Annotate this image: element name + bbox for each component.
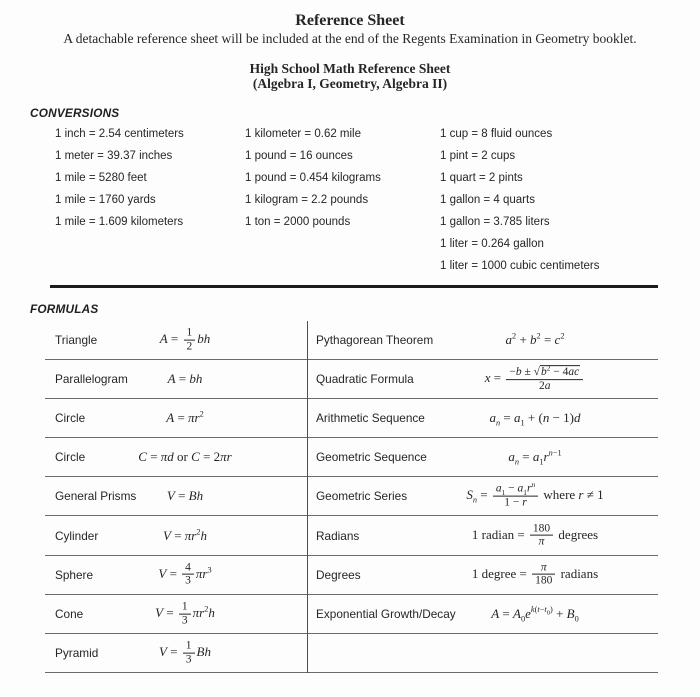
formula-expression: a2 + b2 = c2 (505, 331, 565, 348)
formula-row-right-8: Exponential Growth/Decay A = A0ek(t−t0) +… (308, 595, 658, 634)
formula-expression: A = 1 2 bh (159, 326, 211, 353)
formula-expression: V = 1 3 Bh (159, 639, 211, 666)
formula-expression: C = πd or C = 2πr (138, 449, 232, 465)
formula-expression: an = a1rn−1 (508, 449, 562, 467)
conversion-item: 1 kilometer = 0.62 mile (245, 128, 362, 140)
conversions-column-weight: 1 kilometer = 0.62 mile 1 pound = 16 ounc… (245, 123, 381, 233)
formula-label: Degrees (316, 567, 361, 582)
formula-expression: V = 1 3 πr2h (155, 600, 215, 627)
formula-table: Triangle A = 1 2 bh Parallelogram A = bh Circl… (45, 321, 658, 673)
conversion-item: 1 mile = 5280 feet (55, 172, 147, 184)
conversion-item: 1 mile = 1.609 kilometers (55, 216, 184, 228)
conversion-item: 1 liter = 1000 cubic centimeters (440, 260, 600, 272)
formula-label: Radians (316, 528, 360, 543)
formula-row-right-5: Geometric Series Sn = a1 − a1rn 1 − r wher… (308, 477, 658, 517)
formula-expression: 1 radian = 180 π degrees (471, 522, 599, 549)
formula-label: Triangle (55, 333, 98, 348)
formula-expression: A = πr2 (166, 409, 204, 426)
formula-label: Quadratic Formula (316, 372, 414, 387)
formula-row-right-3: Arithmetic Sequence an = a1 + (n − 1)d (308, 399, 658, 439)
formula-row-left-6: Cylinder V = πr2h (45, 516, 307, 556)
formula-expression: x = −b ± √b2 − 4ac 2a (430, 364, 640, 393)
formulas-heading: FORMULAS (30, 302, 99, 316)
formula-expression: 1 degree = π 180 radians (471, 561, 599, 588)
formula-row-right-4: Geometric Sequence an = a1rn−1 (308, 438, 658, 478)
formula-table-right-column: Pythagorean Theorem a2 + b2 = c2 Quadratic… (307, 321, 658, 673)
section-divider-rule (50, 285, 658, 288)
formula-label: General Prisms (55, 489, 137, 504)
conversions-column-length: 1 inch = 2.54 centimeters 1 meter = 39.37… (55, 123, 184, 233)
formula-label: Parallelogram (55, 372, 128, 387)
formula-table-left-column: Triangle A = 1 2 bh Parallelogram A = bh Circl… (45, 321, 307, 673)
conversion-item: 1 gallon = 4 quarts (440, 194, 535, 206)
formula-row-right-9 (308, 634, 658, 673)
conversions-column-volume: 1 cup = 8 fluid ounces 1 pint = 2 cups 1 q… (440, 123, 599, 277)
formula-row-left-5: General Prisms V = Bh (45, 477, 307, 517)
formula-expression: V = πr2h (162, 527, 208, 543)
formula-label: Geometric Series (316, 489, 408, 504)
formula-label: Arithmetic Sequence (316, 411, 425, 426)
formula-row-left-9: Pyramid V = 1 3 Bh (45, 634, 307, 673)
formula-label: Pyramid (55, 645, 99, 660)
formula-label: Exponential Growth/Decay (316, 606, 456, 621)
formula-row-left-1: Triangle A = 1 2 bh (45, 321, 307, 361)
formula-row-left-4: Circle C = πd or C = 2πr (45, 438, 307, 478)
sheet-title-line2: (Algebra I, Geometry, Algebra II) (252, 76, 448, 91)
document-title: Reference Sheet (295, 12, 405, 29)
conversion-item: 1 pound = 16 ounces (245, 150, 353, 162)
formula-label: Cone (55, 606, 84, 621)
formula-row-left-2: Parallelogram A = bh (45, 360, 307, 400)
formula-label: Pythagorean Theorem (316, 333, 434, 348)
formula-row-right-7: Degrees 1 degree = π 180 radians (308, 556, 658, 595)
formula-row-left-3: Circle A = πr2 (45, 399, 307, 439)
formula-row-right-1: Pythagorean Theorem a2 + b2 = c2 (308, 321, 658, 361)
formula-row-right-6: Radians 1 radian = 180 π degrees (308, 516, 658, 556)
formula-expression: V = Bh (166, 488, 204, 504)
document-subtitle: A detachable reference sheet will be inc… (63, 31, 637, 46)
formula-row-left-8: Cone V = 1 3 πr2h (45, 595, 307, 634)
conversion-item: 1 ton = 2000 pounds (245, 216, 351, 228)
formula-expression: an = a1 + (n − 1)d (489, 410, 581, 428)
conversion-item: 1 liter = 0.264 gallon (440, 238, 544, 250)
conversion-item: 1 pound = 0.454 kilograms (245, 172, 381, 184)
conversion-item: 1 gallon = 3.785 liters (440, 216, 550, 228)
formula-row-right-2: Quadratic Formula x = −b ± √b2 − 4ac 2a (308, 360, 658, 400)
formula-label: Geometric Sequence (316, 450, 427, 465)
conversions-heading: CONVERSIONS (30, 106, 120, 120)
formula-expression: A = A0ek(t−t0) + B0 (491, 605, 579, 624)
formula-label: Cylinder (55, 528, 99, 543)
formula-label: Circle (55, 450, 86, 465)
conversion-item: 1 meter = 39.37 inches (55, 150, 173, 162)
sheet-title-line1: High School Math Reference Sheet (249, 61, 451, 76)
conversion-item: 1 quart = 2 pints (440, 172, 523, 184)
formula-expression: Sn = a1 − a1rn 1 − r where r ≠ 1 (466, 480, 604, 509)
formula-expression: A = bh (167, 371, 203, 387)
formula-label: Sphere (55, 567, 94, 582)
conversion-item: 1 cup = 8 fluid ounces (440, 128, 553, 140)
conversion-item: 1 mile = 1760 yards (55, 194, 156, 206)
conversion-item: 1 inch = 2.54 centimeters (55, 128, 184, 140)
conversion-item: 1 kilogram = 2.2 pounds (245, 194, 369, 206)
formula-label: Circle (55, 411, 86, 426)
formula-expression: V = 4 3 πr3 (158, 561, 212, 588)
formula-row-left-7: Sphere V = 4 3 πr3 (45, 556, 307, 595)
conversion-item: 1 pint = 2 cups (440, 150, 516, 162)
